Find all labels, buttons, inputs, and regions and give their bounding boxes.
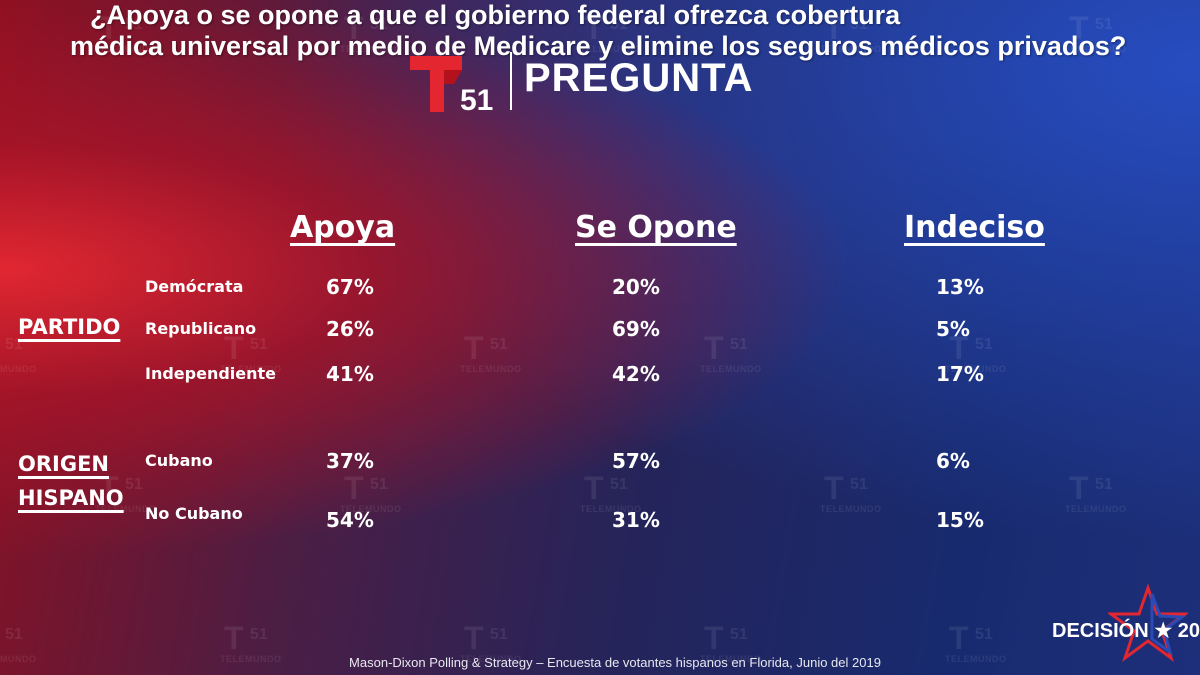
column-header: Indeciso (904, 210, 1045, 245)
cell-value: 6% (936, 449, 970, 473)
cell-value: 37% (326, 449, 374, 473)
logo-divider (510, 52, 512, 110)
row-label: Republicano (145, 319, 257, 338)
decision-star-icon (1108, 584, 1188, 663)
cell-value: 26% (326, 317, 374, 341)
group-label-line: HISPANO (18, 486, 124, 510)
cell-value: 54% (326, 508, 374, 532)
row-label: No Cubano (145, 504, 243, 523)
question-line-2: médica universal por medio de Medicare y… (70, 31, 1127, 61)
decision-year: 2020 (1177, 620, 1200, 642)
cell-value: 67% (326, 275, 374, 299)
column-header: Apoya (290, 210, 396, 245)
cell-value: 15% (936, 508, 984, 532)
group-label-line: ORIGEN (18, 452, 109, 476)
cell-value: 41% (326, 362, 374, 386)
question-line-1: ¿Apoya o se opone a que el gobierno fede… (90, 0, 901, 30)
telemundo-51-logo: 51 (410, 56, 493, 114)
cell-value: 31% (612, 508, 660, 532)
row-label: Demócrata (145, 277, 244, 296)
decision-2020-badge: DECISIÓN ★ 2020 (1052, 618, 1200, 643)
decision-word: DECISIÓN (1052, 620, 1149, 642)
headline: PREGUNTA (524, 56, 754, 100)
decision-star-glyph: ★ (1154, 620, 1173, 642)
row-label: Cubano (145, 451, 213, 470)
cell-value: 5% (936, 317, 970, 341)
cell-value: 57% (612, 449, 660, 473)
cell-value: 17% (936, 362, 984, 386)
source-note: Mason-Dixon Polling & Strategy – Encuest… (349, 655, 881, 670)
column-header: Se Opone (575, 210, 737, 245)
cell-value: 13% (936, 275, 984, 299)
cell-value: 69% (612, 317, 660, 341)
logo-number: 51 (460, 84, 493, 114)
cell-value: 20% (612, 275, 660, 299)
row-label: Independiente (145, 364, 277, 383)
cell-value: 42% (612, 362, 660, 386)
group-label: PARTIDO (18, 315, 121, 339)
